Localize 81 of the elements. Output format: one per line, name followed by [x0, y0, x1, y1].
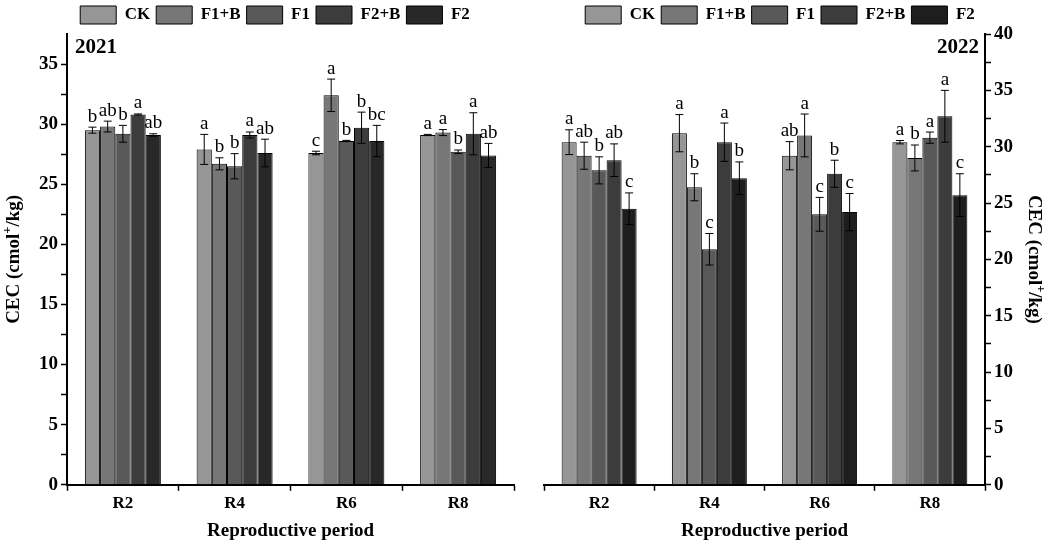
legend-label: CK [124, 4, 151, 24]
legend-label: F1+B [200, 4, 241, 24]
data-label: a [895, 117, 905, 139]
y2-tick-label: 0 [994, 472, 1004, 494]
data-label: b [214, 135, 225, 157]
data-label: a [438, 107, 448, 129]
data-label: a [940, 67, 950, 89]
legend-label: F2+B [360, 4, 401, 24]
data-label: b [118, 102, 128, 124]
data-label: ab [605, 121, 624, 143]
data-label: a [564, 107, 574, 129]
x-tick-label: R6 [809, 493, 831, 513]
chart-title: 2022 [937, 33, 979, 58]
x-axis-title: Reproductive period [207, 518, 375, 540]
y-tick-label: 15 [39, 292, 58, 314]
data-label: b [829, 137, 840, 159]
y-tick-label: 0 [48, 472, 58, 494]
data-label: ab [575, 119, 594, 141]
data-label: c [311, 128, 321, 150]
y-tick-label: 30 [39, 112, 58, 134]
y2-tick-label: 15 [994, 303, 1013, 325]
legend-label: F1+B [705, 4, 746, 24]
data-label: c [955, 151, 965, 173]
y-tick-label: 25 [39, 172, 58, 194]
data-label: ab [144, 111, 163, 133]
legend-label: CK [629, 4, 656, 24]
data-label: c [705, 210, 714, 232]
y-tick-label: 35 [39, 51, 58, 73]
data-label: b [689, 151, 700, 173]
x-tick-label: R8 [447, 493, 469, 513]
y2-tick-label: 20 [994, 247, 1013, 269]
x-tick-label: R4 [224, 493, 246, 513]
data-label: a [245, 109, 255, 131]
data-label: bc [367, 102, 386, 124]
data-label: a [720, 100, 730, 122]
x-axis-title: Reproductive period [681, 518, 849, 540]
data-label: b [910, 122, 920, 144]
legend-label: F2+B [865, 4, 906, 24]
legend-label: F1 [291, 4, 311, 24]
y2-tick-label: 10 [994, 360, 1013, 382]
x-tick-label: R4 [698, 493, 721, 513]
y2-tick-label: 5 [994, 416, 1004, 438]
data-label: a [675, 92, 685, 114]
data-label: ab [780, 119, 799, 141]
data-label: ab [256, 116, 274, 138]
data-label: ab [98, 98, 117, 120]
x-tick-label: R2 [588, 493, 610, 513]
y2-tick-label: 30 [994, 134, 1013, 156]
data-label: b [453, 127, 463, 149]
data-label: b [341, 117, 352, 139]
data-label: b [356, 89, 367, 111]
x-tick-label: R2 [112, 493, 134, 513]
data-label: b [229, 131, 240, 153]
data-label: ab [479, 120, 498, 142]
x-tick-label: R6 [335, 493, 357, 513]
data-label: a [200, 111, 210, 133]
y2-tick-label: 40 [994, 21, 1013, 43]
data-label: a [133, 91, 143, 113]
data-label: b [734, 139, 745, 161]
legend-label: F2 [450, 4, 470, 24]
x-tick-label: R8 [919, 493, 941, 513]
chart-title: 2021 [75, 33, 117, 58]
data-label: a [925, 109, 935, 131]
legend-label: F2 [955, 4, 975, 24]
data-label: c [624, 170, 634, 192]
data-label: c [845, 170, 854, 192]
data-label: a [326, 56, 336, 78]
y-axis-title: CEC (cmol+/kg) [0, 194, 24, 324]
y2-tick-label: 35 [994, 78, 1013, 100]
data-label: a [423, 111, 433, 133]
legend-label: F1 [796, 4, 816, 24]
y-tick-label: 10 [39, 352, 58, 374]
y-tick-label: 20 [39, 232, 58, 254]
data-label: a [800, 91, 810, 113]
y-tick-label: 5 [48, 412, 58, 434]
y2-axis-title: CEC (cmol+/kg) [1024, 194, 1048, 324]
y2-tick-label: 25 [994, 190, 1013, 212]
data-label: b [594, 134, 604, 156]
data-label: b [87, 104, 98, 126]
data-label: c [815, 174, 824, 196]
data-label: a [469, 90, 479, 112]
